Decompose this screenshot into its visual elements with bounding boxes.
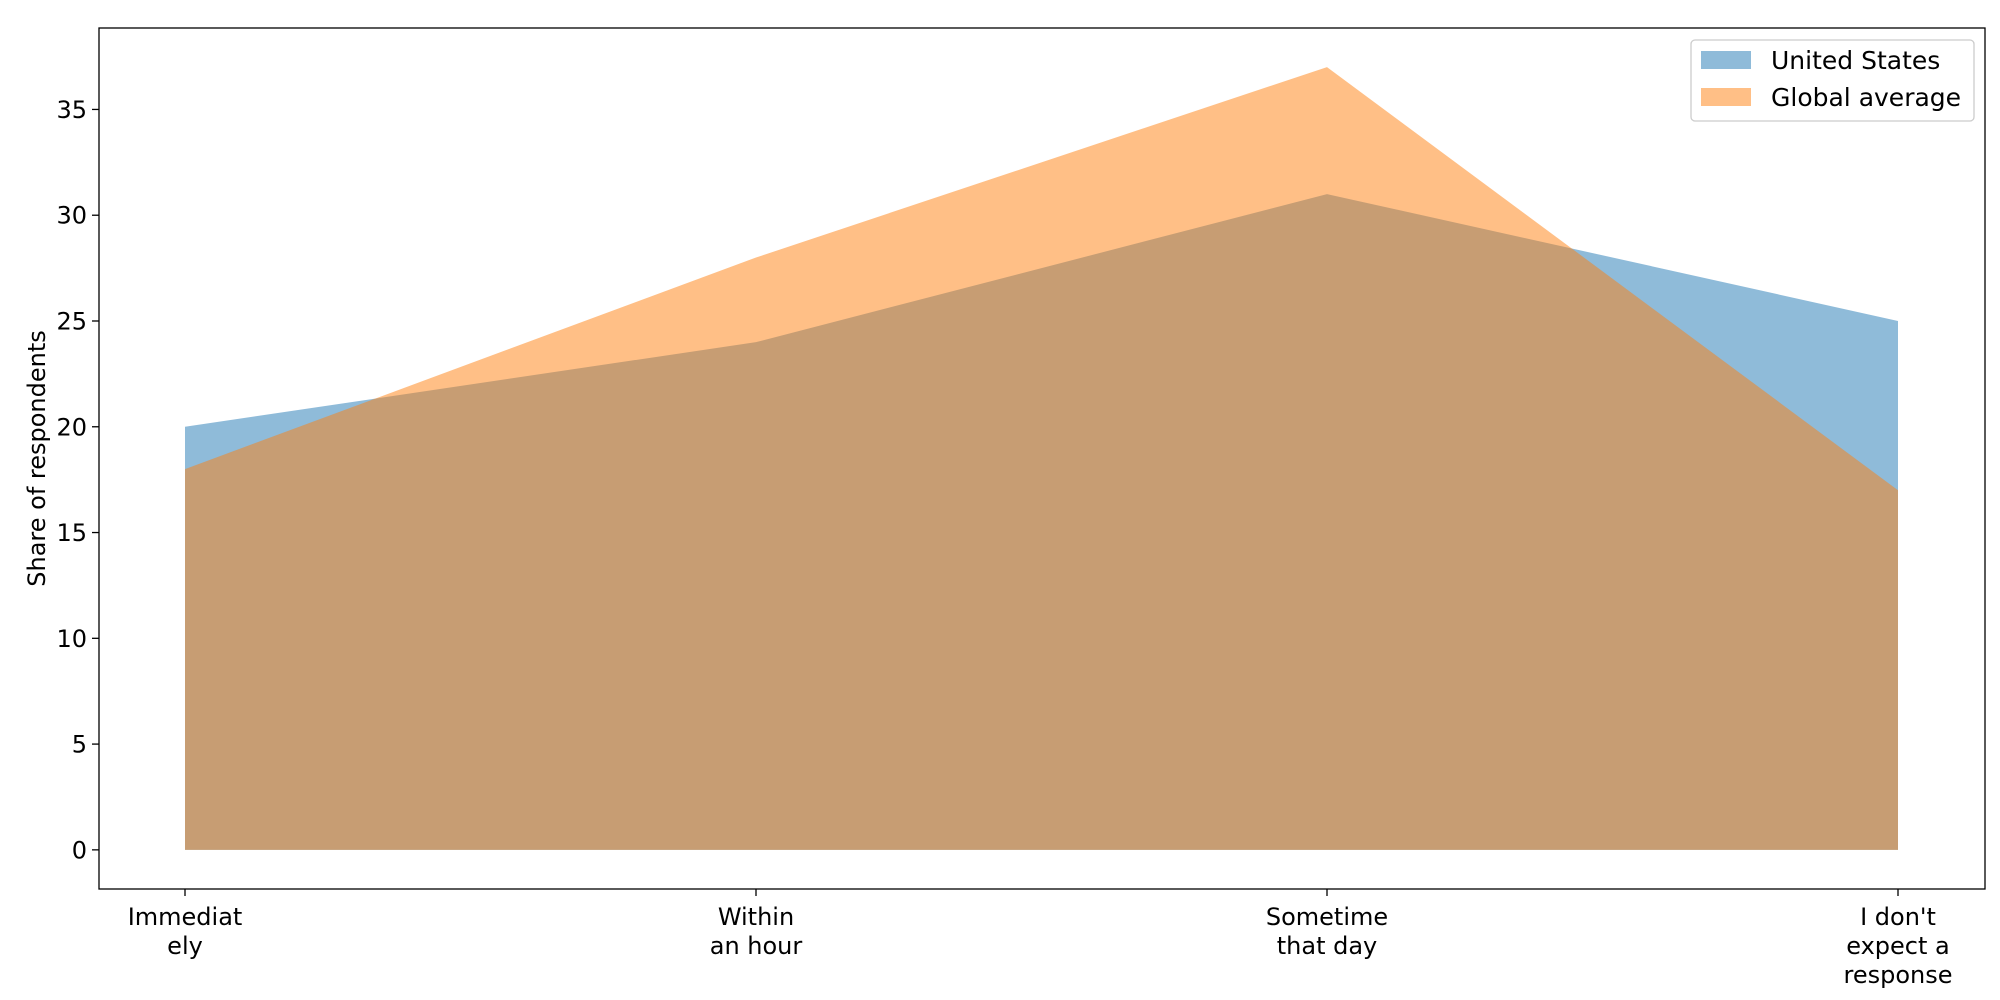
x-tick-label: Within an hour [710,903,803,960]
y-tick-label: 5 [72,731,87,759]
y-tick-label: 25 [56,307,87,335]
areas-layer [185,67,1898,850]
y-tick-label: 10 [56,625,87,653]
x-tick-label: Sometime that day [1266,903,1388,960]
legend-box [1690,39,1975,122]
y-tick-label: 15 [56,519,87,547]
legend-label: Global average [1771,83,1961,112]
legend-swatch [1701,88,1751,106]
y-tick-label: 30 [56,202,87,230]
x-axis: Immediat ely Within an hour Sometime that day… [128,889,1953,989]
legend: United States Global average [1690,39,1975,122]
legend-swatch [1701,51,1751,69]
legend-label: United States [1771,46,1940,75]
plot-frame [98,27,1986,890]
y-axis: 0 5 10 15 20 25 30 35 [56,96,99,864]
y-tick-label: 0 [72,836,87,864]
x-tick-label: I don't expect a response [1843,903,1952,989]
y-tick-label: 20 [56,413,87,441]
x-tick-label: Immediat ely [128,903,243,960]
y-axis-title: Share of respondents [23,330,51,587]
y-tick-label: 35 [56,96,87,124]
area-series-1 [185,67,1898,850]
